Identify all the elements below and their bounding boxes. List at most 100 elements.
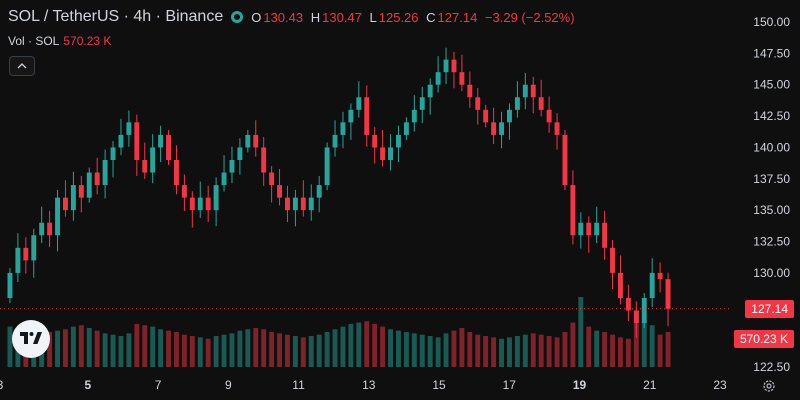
candle-body <box>618 272 623 298</box>
candle-body <box>126 122 132 135</box>
candle-body <box>633 310 639 324</box>
volume-bar <box>625 338 631 367</box>
candle-body <box>197 197 203 211</box>
price-tick-label: 130.00 <box>753 266 790 280</box>
price-tick-label: 122.50 <box>753 360 790 374</box>
candle-body <box>150 147 156 173</box>
candle-body <box>483 109 489 123</box>
candle-body <box>245 134 251 148</box>
candle-body <box>507 109 512 123</box>
candle-body <box>340 122 346 135</box>
volume-bar <box>356 322 362 367</box>
volume-bar <box>47 332 53 367</box>
candle-body <box>118 134 124 148</box>
volume-bar <box>261 329 267 367</box>
time-tick-label: 7 <box>155 378 162 392</box>
volume-bars <box>7 297 671 367</box>
volume-bar <box>340 326 346 367</box>
volume-bar <box>570 322 576 367</box>
candle-body <box>94 172 100 186</box>
candle-body <box>158 134 164 148</box>
volume-bar <box>78 325 84 367</box>
candle-body <box>181 185 187 198</box>
volume-bar <box>665 332 671 367</box>
candle-body <box>625 298 631 311</box>
candle-body <box>55 197 60 236</box>
candle-body <box>23 247 29 261</box>
volume-bar <box>285 334 290 367</box>
volume-value: 570.23 K <box>63 34 112 48</box>
candle-body <box>277 185 282 198</box>
candle-body <box>332 134 338 148</box>
volume-bar <box>364 321 370 367</box>
volume-bar <box>633 310 639 367</box>
volume-bar <box>158 329 164 367</box>
volume-bar <box>507 337 512 367</box>
candle-body <box>419 97 425 110</box>
volume-label[interactable]: Vol · SOL <box>8 34 60 48</box>
candle-body <box>110 147 116 160</box>
candle-body <box>253 134 259 148</box>
candle-body <box>594 222 600 236</box>
candle-body <box>411 109 417 123</box>
candle-body <box>514 97 520 110</box>
time-tick-label: 13 <box>362 378 376 392</box>
candle-body <box>348 109 354 123</box>
candle-body <box>499 122 504 135</box>
volume-bar <box>522 334 528 367</box>
volume-bar <box>594 330 600 367</box>
candle-body <box>610 247 615 273</box>
price-tick-label: 142.50 <box>753 109 790 123</box>
candle-body <box>602 222 608 248</box>
symbol-title[interactable]: SOL / TetherUS · 4h · Binance <box>8 8 224 25</box>
volume-bar <box>308 336 314 367</box>
last-price-badge: 127.14 <box>745 299 794 318</box>
volume-bar <box>324 332 330 367</box>
tradingview-logo-icon[interactable] <box>12 320 50 358</box>
volume-bar <box>562 332 568 367</box>
candle-body <box>39 222 45 236</box>
time-tick-label: 3 <box>0 378 4 392</box>
candle-body <box>649 272 655 298</box>
volume-bar <box>554 337 560 367</box>
high-value: 130.47 <box>322 9 362 25</box>
market-status-icon[interactable] <box>231 11 244 23</box>
candle-body <box>237 147 243 160</box>
price-candles <box>7 47 671 338</box>
volume-bar <box>7 326 13 367</box>
volume-bar <box>70 326 76 367</box>
volume-bar <box>221 334 227 367</box>
candle-body <box>586 222 592 236</box>
volume-bar <box>530 333 536 367</box>
candle-body <box>475 97 481 110</box>
volume-bar <box>63 329 68 367</box>
time-axis[interactable]: 3 5 7 9 11 13 15 17 19 21 23 <box>0 378 727 392</box>
candle-body <box>316 185 322 198</box>
candle-body <box>213 185 219 211</box>
volume-bar <box>427 336 433 367</box>
ohlc-values: O 130.43 H 130.47 L 125.26 C 127.14 −3.29 (−… <box>251 10 576 25</box>
volume-bar <box>451 330 457 367</box>
volume-bar <box>467 332 473 367</box>
candle-body <box>300 197 306 211</box>
price-tick-label: 145.00 <box>753 78 790 92</box>
volume-bar <box>435 337 441 367</box>
price-tick-label: 137.50 <box>753 172 790 186</box>
candle-body <box>530 84 536 98</box>
time-tick-label: 23 <box>713 378 727 392</box>
candle-body <box>221 172 227 186</box>
volume-bar <box>586 326 592 367</box>
collapse-legend-button[interactable] <box>9 56 35 76</box>
candle-body <box>63 197 68 211</box>
volume-bar <box>55 330 60 367</box>
volume-bar <box>269 332 275 367</box>
gear-icon[interactable] <box>762 379 776 393</box>
candle-body <box>451 59 457 73</box>
price-axis[interactable]: 150.00 147.50 145.00 142.50 140.00 137.50 135.… <box>753 15 790 374</box>
volume-bar <box>292 336 298 367</box>
candle-body <box>641 298 647 324</box>
volume-bar <box>166 330 171 367</box>
change-value: −3.29 (−2.52%) <box>484 9 575 25</box>
